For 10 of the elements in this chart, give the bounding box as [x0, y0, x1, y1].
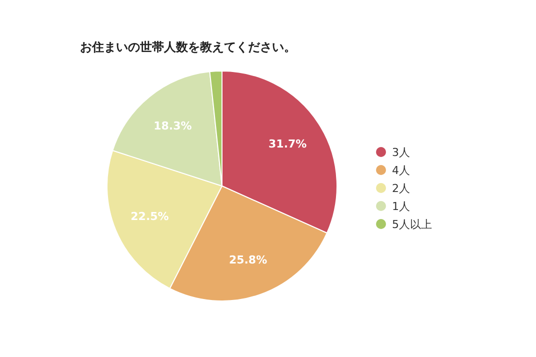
legend-label: 2人: [392, 182, 410, 195]
legend-label: 4人: [392, 164, 410, 177]
data-label: 22.5%: [130, 210, 169, 223]
legend-label: 1人: [392, 200, 410, 213]
data-label: 18.3%: [154, 119, 192, 132]
data-label: 25.8%: [228, 254, 268, 267]
legend-label: 5人以上: [392, 218, 432, 231]
data-label: 31.7%: [268, 137, 307, 150]
legend-label: 3人: [392, 146, 410, 159]
chart-title: お住まいの世帯人数を教えてください。: [80, 40, 296, 54]
